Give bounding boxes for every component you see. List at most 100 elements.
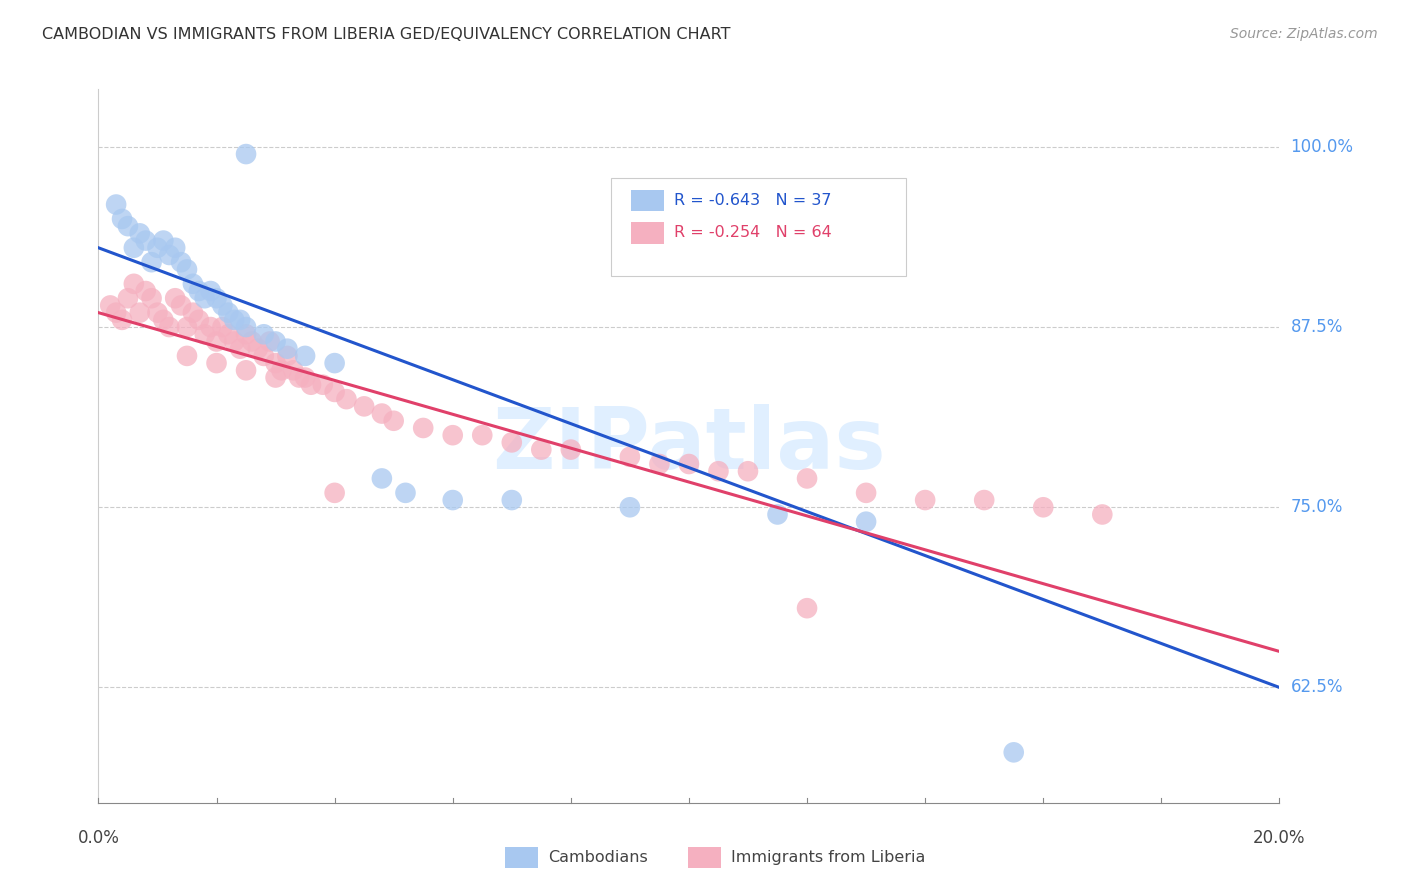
Point xyxy=(973,493,995,508)
Point xyxy=(1032,500,1054,515)
Point xyxy=(855,486,877,500)
Text: 62.5%: 62.5% xyxy=(1291,679,1343,697)
Point xyxy=(235,147,257,161)
Point xyxy=(111,211,134,226)
Point xyxy=(441,493,464,508)
Point xyxy=(382,414,405,428)
Text: 20.0%: 20.0% xyxy=(1253,829,1306,847)
Text: 0.0%: 0.0% xyxy=(77,829,120,847)
Point xyxy=(117,219,139,234)
Point xyxy=(253,327,276,342)
Point xyxy=(229,342,252,356)
Point xyxy=(135,234,157,248)
Point xyxy=(200,320,222,334)
Point xyxy=(914,493,936,508)
Text: CAMBODIAN VS IMMIGRANTS FROM LIBERIA GED/EQUIVALENCY CORRELATION CHART: CAMBODIAN VS IMMIGRANTS FROM LIBERIA GED… xyxy=(42,27,731,42)
Point xyxy=(264,370,287,384)
Point xyxy=(194,291,217,305)
Point xyxy=(187,313,209,327)
Point xyxy=(229,313,252,327)
Point xyxy=(678,457,700,471)
Point xyxy=(276,349,298,363)
Point xyxy=(294,349,316,363)
Point xyxy=(105,197,128,211)
Point xyxy=(560,442,582,457)
Point xyxy=(530,442,553,457)
Point xyxy=(1002,745,1025,759)
Point xyxy=(152,313,174,327)
Point xyxy=(157,320,180,334)
Text: ZIPatlas: ZIPatlas xyxy=(492,404,886,488)
Point xyxy=(619,450,641,464)
Point xyxy=(211,320,233,334)
Point xyxy=(211,298,233,312)
Point xyxy=(165,241,187,255)
Point xyxy=(259,334,281,349)
Text: 100.0%: 100.0% xyxy=(1291,138,1354,156)
Point xyxy=(796,601,818,615)
Point xyxy=(194,327,217,342)
Point xyxy=(181,306,204,320)
Point xyxy=(146,306,169,320)
Point xyxy=(855,515,877,529)
Point xyxy=(152,234,174,248)
Point xyxy=(707,464,730,478)
Point xyxy=(246,342,269,356)
Point xyxy=(141,255,163,269)
Point xyxy=(335,392,357,406)
Text: R = -0.643   N = 37: R = -0.643 N = 37 xyxy=(675,194,832,208)
Point xyxy=(766,508,789,522)
Point xyxy=(737,464,759,478)
Point xyxy=(294,370,316,384)
Point xyxy=(371,471,394,485)
Point xyxy=(105,306,128,320)
Point xyxy=(122,241,145,255)
Point xyxy=(128,306,150,320)
Point xyxy=(288,370,311,384)
Point xyxy=(187,284,209,298)
Point xyxy=(235,320,257,334)
Point xyxy=(323,356,346,370)
Text: Cambodians: Cambodians xyxy=(548,850,648,864)
Point xyxy=(471,428,494,442)
Point xyxy=(224,313,246,327)
Point xyxy=(441,428,464,442)
Point xyxy=(648,457,671,471)
Point xyxy=(205,356,228,370)
Point xyxy=(312,377,335,392)
Point xyxy=(176,320,198,334)
Point xyxy=(240,334,263,349)
Point xyxy=(170,298,193,312)
Point xyxy=(157,248,180,262)
Point xyxy=(235,327,257,342)
Point xyxy=(111,313,134,327)
Point xyxy=(146,241,169,255)
Point xyxy=(501,435,523,450)
Point xyxy=(264,356,287,370)
Point xyxy=(217,327,239,342)
Point xyxy=(619,500,641,515)
Point xyxy=(181,277,204,291)
Text: R = -0.254   N = 64: R = -0.254 N = 64 xyxy=(675,226,832,240)
Point xyxy=(141,291,163,305)
Point xyxy=(283,363,305,377)
Point xyxy=(323,486,346,500)
Text: 75.0%: 75.0% xyxy=(1291,499,1343,516)
Point xyxy=(371,407,394,421)
Text: Immigrants from Liberia: Immigrants from Liberia xyxy=(731,850,925,864)
Point xyxy=(501,493,523,508)
Point xyxy=(170,255,193,269)
Point xyxy=(176,262,198,277)
Point xyxy=(117,291,139,305)
Text: 87.5%: 87.5% xyxy=(1291,318,1343,336)
Point xyxy=(412,421,434,435)
Point xyxy=(299,377,322,392)
Point xyxy=(205,334,228,349)
Point xyxy=(224,334,246,349)
Point xyxy=(1091,508,1114,522)
Point xyxy=(323,384,346,399)
Point xyxy=(205,291,228,305)
Point xyxy=(253,349,276,363)
Point xyxy=(270,363,292,377)
Point xyxy=(165,291,187,305)
